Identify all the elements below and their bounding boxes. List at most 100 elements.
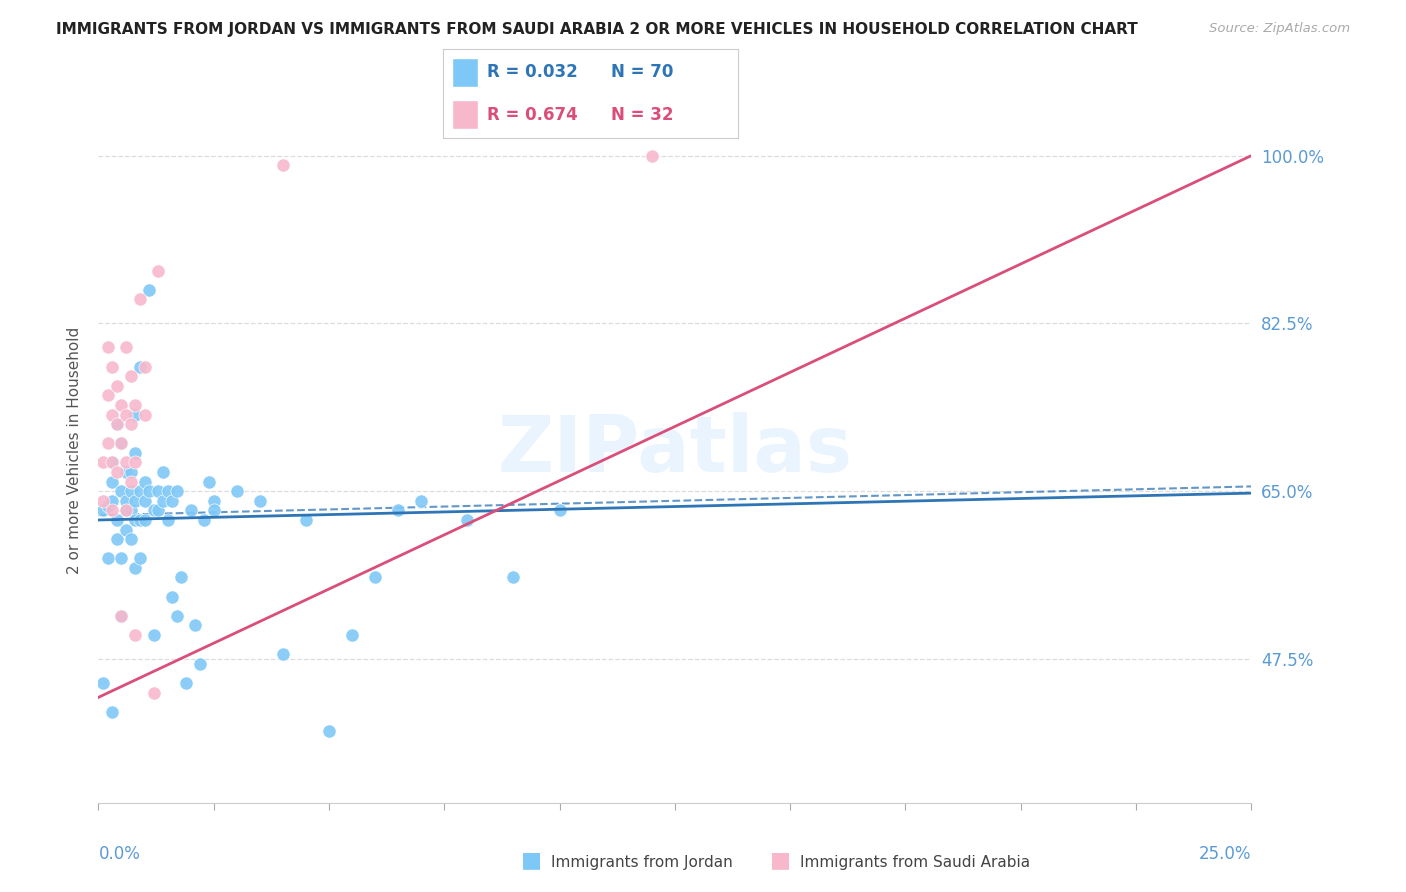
Point bbox=[115, 503, 138, 517]
Point bbox=[110, 608, 132, 623]
Point bbox=[110, 436, 132, 450]
Point bbox=[129, 359, 152, 374]
Point bbox=[120, 484, 142, 499]
Text: 0.0%: 0.0% bbox=[98, 845, 141, 863]
Text: Immigrants from Saudi Arabia: Immigrants from Saudi Arabia bbox=[800, 855, 1031, 870]
Point bbox=[318, 723, 340, 738]
Point bbox=[364, 570, 387, 584]
Bar bbox=[451, 58, 478, 87]
Point bbox=[105, 532, 128, 546]
Point bbox=[110, 436, 132, 450]
Point bbox=[193, 513, 215, 527]
Point bbox=[641, 148, 664, 162]
Text: N = 32: N = 32 bbox=[612, 105, 673, 124]
Point bbox=[115, 493, 138, 508]
Point bbox=[340, 628, 363, 642]
Point bbox=[152, 465, 174, 479]
Point bbox=[97, 388, 120, 402]
Point bbox=[202, 503, 225, 517]
Point bbox=[110, 608, 132, 623]
Point bbox=[124, 455, 146, 469]
Point bbox=[105, 465, 128, 479]
Point bbox=[101, 705, 124, 719]
Point bbox=[97, 499, 120, 513]
Point bbox=[160, 590, 183, 604]
Point bbox=[115, 465, 138, 479]
Point bbox=[124, 628, 146, 642]
Point bbox=[91, 503, 114, 517]
Point bbox=[124, 493, 146, 508]
Point bbox=[148, 263, 170, 277]
Point bbox=[101, 455, 124, 469]
Point bbox=[160, 493, 183, 508]
Point bbox=[101, 455, 124, 469]
Point bbox=[120, 465, 142, 479]
Point bbox=[148, 484, 170, 499]
Point bbox=[129, 551, 152, 566]
Point bbox=[97, 551, 120, 566]
Point bbox=[120, 475, 142, 489]
Point bbox=[198, 475, 221, 489]
Point bbox=[124, 561, 146, 575]
Point bbox=[271, 647, 294, 661]
Point bbox=[134, 408, 156, 422]
Point bbox=[170, 570, 193, 584]
Point bbox=[134, 493, 156, 508]
Point bbox=[138, 283, 160, 297]
Point bbox=[249, 493, 271, 508]
Point bbox=[101, 493, 124, 508]
Point bbox=[97, 340, 120, 354]
Point bbox=[129, 513, 152, 527]
Point bbox=[156, 513, 179, 527]
Point bbox=[124, 408, 146, 422]
Point bbox=[124, 513, 146, 527]
Point bbox=[148, 503, 170, 517]
Point bbox=[180, 503, 202, 517]
Point bbox=[166, 484, 188, 499]
Point bbox=[188, 657, 211, 671]
Point bbox=[142, 628, 165, 642]
Point bbox=[101, 408, 124, 422]
Point bbox=[115, 523, 138, 537]
Point bbox=[105, 417, 128, 431]
Point bbox=[134, 359, 156, 374]
Point bbox=[115, 408, 138, 422]
Point bbox=[184, 618, 207, 632]
Text: R = 0.674: R = 0.674 bbox=[486, 105, 578, 124]
Point bbox=[105, 513, 128, 527]
Point bbox=[105, 378, 128, 392]
Text: Immigrants from Jordan: Immigrants from Jordan bbox=[551, 855, 733, 870]
Y-axis label: 2 or more Vehicles in Household: 2 or more Vehicles in Household bbox=[66, 326, 82, 574]
Point bbox=[110, 484, 132, 499]
Point bbox=[124, 446, 146, 460]
Point bbox=[271, 158, 294, 172]
Point bbox=[142, 685, 165, 699]
Point bbox=[411, 493, 433, 508]
Point bbox=[138, 484, 160, 499]
Point bbox=[174, 676, 197, 690]
Point bbox=[202, 493, 225, 508]
Point bbox=[91, 676, 114, 690]
Point bbox=[124, 398, 146, 412]
Point bbox=[387, 503, 409, 517]
Text: Source: ZipAtlas.com: Source: ZipAtlas.com bbox=[1209, 22, 1350, 36]
Point bbox=[120, 417, 142, 431]
Point bbox=[115, 455, 138, 469]
Point bbox=[91, 493, 114, 508]
Text: N = 70: N = 70 bbox=[612, 63, 673, 81]
Text: ZIPatlas: ZIPatlas bbox=[498, 412, 852, 489]
Point bbox=[142, 503, 165, 517]
Point bbox=[502, 570, 524, 584]
Point bbox=[120, 532, 142, 546]
Point bbox=[91, 455, 114, 469]
Text: 25.0%: 25.0% bbox=[1199, 845, 1251, 863]
Point bbox=[120, 369, 142, 384]
Point bbox=[129, 484, 152, 499]
Point bbox=[548, 503, 571, 517]
Point bbox=[152, 493, 174, 508]
Text: R = 0.032: R = 0.032 bbox=[486, 63, 578, 81]
Point bbox=[134, 475, 156, 489]
Point bbox=[97, 436, 120, 450]
Point bbox=[456, 513, 478, 527]
Point bbox=[115, 340, 138, 354]
